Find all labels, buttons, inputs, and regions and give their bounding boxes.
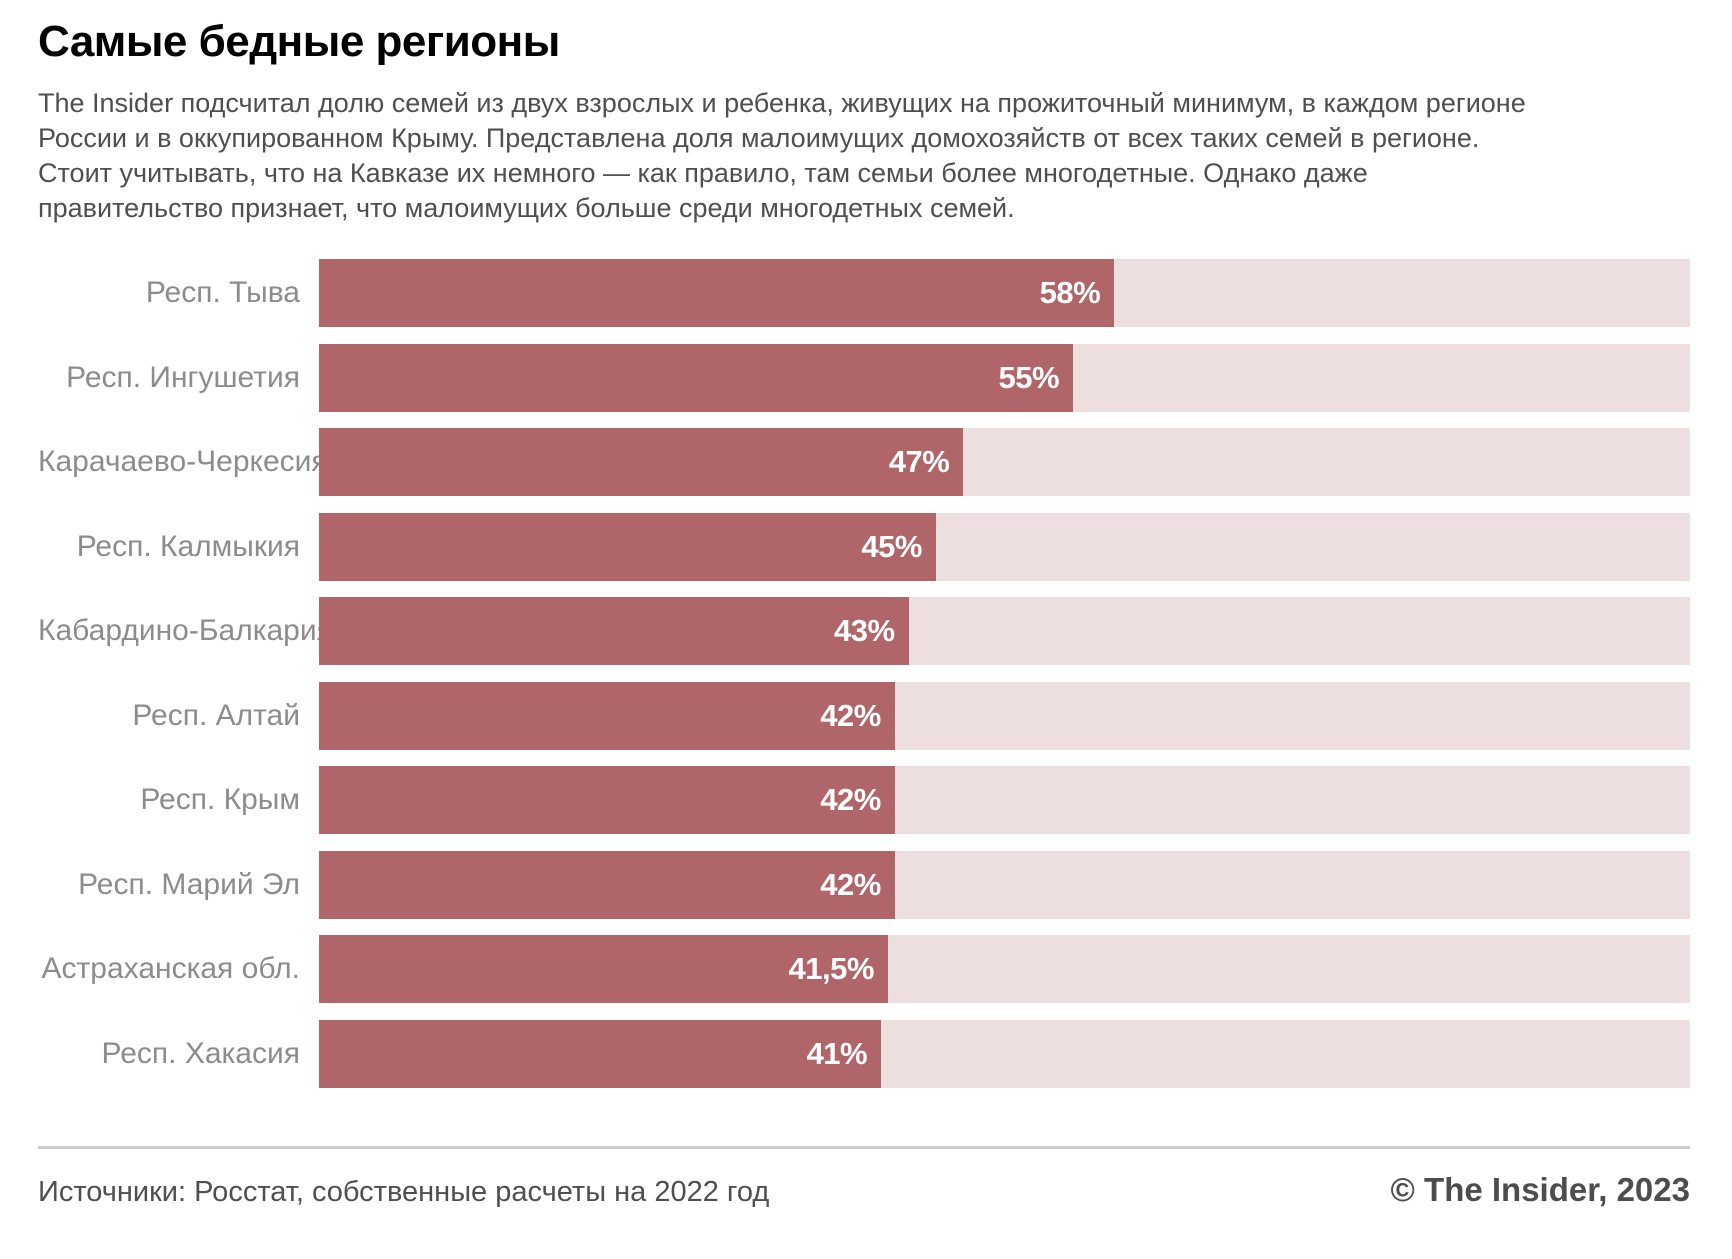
bar-fill: 42% xyxy=(319,766,895,834)
bar-value: 43% xyxy=(833,613,895,648)
bar-fill: 42% xyxy=(319,681,895,750)
bar-label: Респ. Ингушетия xyxy=(66,360,300,394)
bar-row: Кабардино-Балкария 43% xyxy=(38,597,1690,665)
bar-value: 58% xyxy=(1039,275,1101,310)
bar-fill: 47% xyxy=(319,428,964,496)
bar-fill: 58% xyxy=(319,259,1115,327)
copyright-note: © The Insider, 2023 xyxy=(1390,1170,1690,1208)
bar-value: 41,5% xyxy=(788,951,875,986)
bar-fill: 41% xyxy=(319,1019,882,1088)
bar-value: 41% xyxy=(806,1035,868,1071)
bar-label: Астраханская обл. xyxy=(41,952,300,985)
bar-row: Респ. Марий Эл 42% xyxy=(38,850,1690,919)
bar-value: 42% xyxy=(820,697,881,733)
bar-label: Респ. Калмыкия xyxy=(76,529,300,563)
bar-label: Респ. Хакасия xyxy=(101,1036,300,1070)
bar-row: Респ. Тыва 58% xyxy=(38,259,1690,327)
bar-track: 41% xyxy=(319,1019,1690,1088)
bar-label: Респ. Алтай xyxy=(132,698,300,732)
bar-value: 42% xyxy=(820,866,881,902)
footer: Источники: Росстат, собственные расчеты … xyxy=(38,1171,1690,1209)
bar-track: 41,5% xyxy=(319,935,1690,1003)
page-title: Самые бедные регионы xyxy=(38,17,560,66)
bar-row: Карачаево-Черкесия 47% xyxy=(38,428,1690,496)
bar-row: Респ. Ингушетия 55% xyxy=(38,343,1690,412)
bar-value: 47% xyxy=(888,444,950,479)
bar-row: Респ. Хакасия 41% xyxy=(38,1019,1690,1088)
bar-label: Кабардино-Балкария xyxy=(38,614,333,647)
bar-fill: 42% xyxy=(319,850,895,919)
bar-value: 42% xyxy=(820,782,881,817)
bar-fill: 43% xyxy=(319,597,909,665)
bar-value: 55% xyxy=(998,359,1060,395)
bar-track: 42% xyxy=(319,766,1690,834)
bar-track: 45% xyxy=(319,512,1690,581)
bar-track: 58% xyxy=(319,259,1690,327)
bar-fill: 45% xyxy=(319,512,936,581)
bar-value: 45% xyxy=(861,528,922,564)
bar-track: 55% xyxy=(319,343,1690,412)
bar-label: Респ. Тыва xyxy=(145,276,300,309)
bar-row: Респ. Калмыкия 45% xyxy=(38,512,1690,581)
bar-fill: 41,5% xyxy=(319,935,888,1003)
bar-row: Респ. Алтай 42% xyxy=(38,681,1690,750)
footer-divider xyxy=(38,1145,1690,1149)
bar-chart: Респ. Тыва 58% Респ. Ингушетия 55% Карач… xyxy=(38,259,1690,1088)
bar-row: Респ. Крым 42% xyxy=(38,766,1690,834)
chart-subtitle: The Insider подсчитал долю семей из двух… xyxy=(38,88,1526,223)
bar-label: Респ. Марий Эл xyxy=(78,867,300,901)
bar-track: 47% xyxy=(319,428,1690,496)
bar-track: 42% xyxy=(319,681,1690,750)
bar-label: Карачаево-Черкесия xyxy=(38,445,328,478)
bar-label: Респ. Крым xyxy=(140,783,300,816)
bar-row: Астраханская обл. 41,5% xyxy=(38,935,1690,1003)
bar-track: 43% xyxy=(319,597,1690,665)
bar-track: 42% xyxy=(319,850,1690,919)
source-note: Источники: Росстат, собственные расчеты … xyxy=(38,1175,770,1208)
bar-fill: 55% xyxy=(319,343,1074,412)
